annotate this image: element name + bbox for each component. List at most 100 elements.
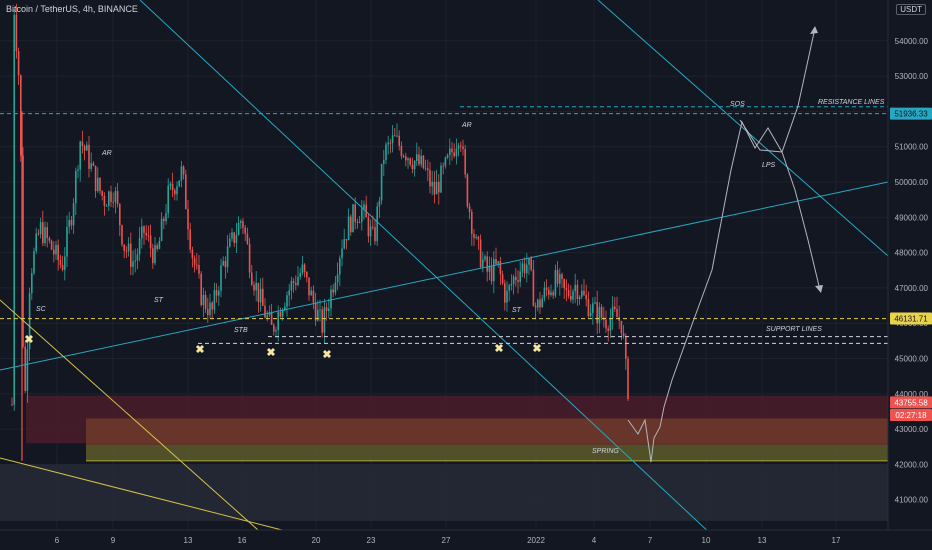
y-tick-label: 50000.00 — [895, 178, 929, 187]
levels — [0, 106, 888, 344]
candle-body — [334, 282, 337, 293]
candle-body — [229, 238, 231, 247]
candle-body — [97, 177, 99, 192]
annotation-st: ST — [512, 307, 522, 314]
candle-body — [61, 265, 64, 270]
candle-body — [114, 191, 117, 203]
candle-body — [132, 261, 134, 267]
candle-body — [484, 256, 486, 260]
candle-body — [160, 218, 163, 241]
candle-body — [396, 135, 398, 137]
candle-body — [477, 236, 480, 240]
candle-body — [35, 233, 37, 252]
annotation-ar: AR — [461, 122, 472, 129]
annotation-lps: LPS — [762, 162, 776, 169]
candle-body — [583, 290, 585, 295]
candle-body — [134, 260, 136, 262]
trend-lines — [0, 0, 889, 550]
price-marker-label: 46131.71 — [894, 315, 928, 324]
candle-body — [328, 308, 330, 311]
candle-body — [468, 206, 471, 212]
candle-body — [15, 14, 18, 52]
candle-body — [581, 290, 583, 297]
candle-body — [94, 165, 97, 192]
candle-body — [108, 191, 110, 206]
candle-body — [103, 195, 106, 206]
candle-body — [563, 279, 565, 289]
price-marker-label: 02:27:18 — [895, 411, 927, 420]
currency-button[interactable]: USDT — [896, 4, 926, 15]
candle-body — [20, 75, 22, 156]
candle-body — [365, 204, 367, 218]
x-tick-label: 27 — [442, 536, 451, 545]
candle-body — [68, 219, 70, 227]
y-tick-label: 42000.00 — [895, 460, 929, 469]
candle-body — [169, 183, 172, 186]
candle-body — [127, 243, 130, 252]
candle-body — [530, 258, 532, 270]
candle-body — [112, 201, 114, 203]
candle-body — [369, 226, 372, 237]
candle-body — [165, 213, 167, 222]
candle-body — [572, 291, 574, 300]
candle-body — [455, 148, 458, 157]
candle-body — [350, 216, 352, 233]
candle-body — [273, 324, 275, 332]
candle-body — [202, 294, 205, 306]
candle-body — [59, 260, 62, 266]
y-tick-label: 53000.00 — [895, 72, 929, 81]
candle-body — [596, 302, 598, 324]
candle-body — [394, 135, 396, 137]
annotation-stb: STB — [234, 327, 248, 334]
candle-body — [187, 209, 189, 230]
candle-body — [545, 287, 548, 290]
candle-body — [136, 254, 139, 261]
candle-body — [548, 289, 550, 296]
candle-body — [22, 155, 24, 347]
candle-body — [339, 258, 341, 275]
candle-body — [475, 236, 477, 238]
candle-body — [141, 226, 143, 239]
candle-body — [347, 216, 350, 241]
candle-body — [171, 183, 174, 191]
candle-body — [416, 154, 418, 161]
yellow-line-steep — [0, 299, 259, 531]
candle-body — [539, 299, 541, 308]
candle-body — [323, 307, 326, 333]
candle-body — [198, 265, 200, 274]
candle-body — [277, 311, 279, 330]
candle-body — [37, 233, 40, 235]
candle-body — [457, 145, 460, 149]
candle-body — [374, 227, 376, 242]
candle-body — [66, 226, 68, 257]
candle-body — [422, 155, 425, 168]
candle-body — [378, 200, 381, 207]
candle-body — [39, 222, 42, 235]
x-tick-label: 9 — [111, 536, 116, 545]
candle-body — [532, 269, 535, 307]
candle-body — [218, 290, 220, 296]
candle-body — [75, 170, 77, 204]
candle-body — [99, 177, 101, 191]
candle-body — [565, 288, 568, 291]
candle-body — [383, 160, 385, 164]
candle-body — [473, 234, 475, 238]
candle-body — [512, 276, 515, 285]
candle-body — [189, 229, 191, 250]
y-tick-label: 48000.00 — [895, 249, 929, 258]
candle-body — [259, 288, 262, 303]
candle-body — [163, 218, 165, 222]
candle-body — [158, 240, 161, 249]
candle-body — [402, 156, 405, 157]
x-tick-label: 20 — [312, 536, 321, 545]
cross-marker: ✖ — [195, 344, 204, 356]
candle-body — [495, 259, 497, 264]
candle-body — [193, 258, 196, 265]
candle-body — [317, 309, 319, 321]
candle-body — [57, 244, 59, 261]
y-tick-label: 47000.00 — [895, 284, 929, 293]
price-marker-bg — [890, 107, 932, 120]
candle-body — [319, 309, 321, 311]
candle-body — [622, 333, 625, 337]
